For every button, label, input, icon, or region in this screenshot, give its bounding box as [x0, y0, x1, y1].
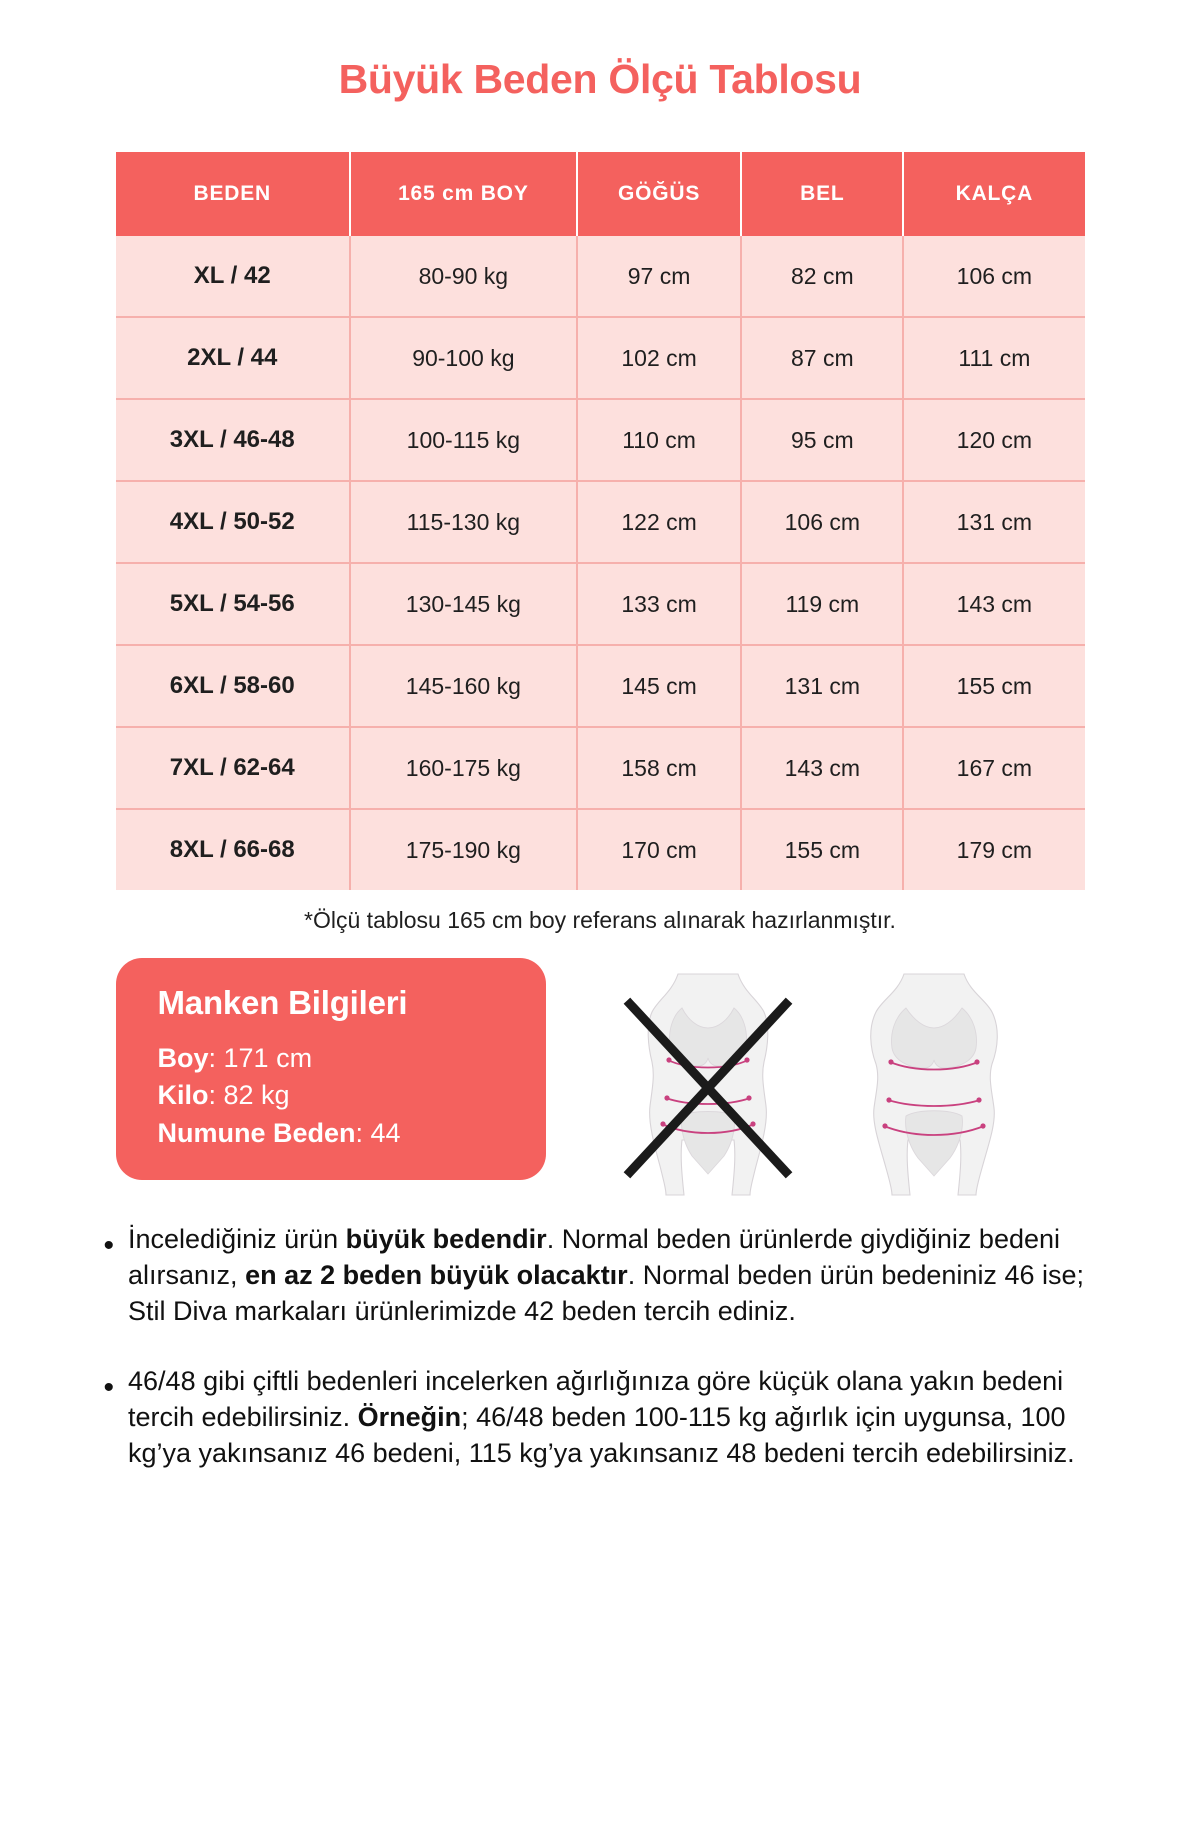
table-header: BEDEN 165 cm BOY GÖĞÜS BEL KALÇA: [115, 152, 1085, 237]
table-row: 8XL / 66-68 175-190 kg 170 cm 155 cm 179…: [115, 809, 1085, 891]
table-footnote: *Ölçü tablosu 165 cm boy referans alınar…: [304, 907, 896, 934]
cell-bel: 119 cm: [741, 563, 905, 647]
model-and-figures-section: Manken Bilgileri Boy: 171 cm Kilo: 82 kg…: [78, 946, 1123, 1196]
column-header-beden: BEDEN: [115, 152, 351, 237]
table-row: 7XL / 62-64 160-175 kg 158 cm 143 cm 167…: [115, 727, 1085, 811]
notes-list: • İncelediğiniz ürün büyük bedendir. Nor…: [78, 1196, 1123, 1471]
model-weight-row: Kilo: 82 kg: [158, 1077, 516, 1114]
list-item: • 46/48 gibi çiftli bedenleri incelerken…: [104, 1364, 1097, 1472]
cell-boy: 175-190 kg: [349, 809, 578, 891]
cell-kalca: 131 cm: [903, 481, 1085, 565]
table-row: 5XL / 54-56 130-145 kg 133 cm 119 cm 143…: [115, 563, 1085, 647]
cell-boy: 80-90 kg: [349, 236, 578, 319]
body-silhouette-icon: [870, 973, 998, 1196]
cell-kalca: 167 cm: [903, 727, 1085, 811]
model-sample-size-row: Numune Beden: 44: [158, 1115, 516, 1152]
cell-beden: XL / 42: [115, 236, 351, 319]
cell-kalca: 179 cm: [903, 809, 1085, 891]
cell-gogus: 97 cm: [576, 236, 743, 319]
model-height-label: Boy: [157, 1043, 209, 1074]
bullet-dot-icon: •: [103, 1370, 115, 1404]
cell-gogus: 110 cm: [576, 399, 743, 483]
body-figures: [558, 958, 1085, 1196]
cell-bel: 95 cm: [741, 399, 905, 483]
cell-beden: 3XL / 46-48: [115, 399, 351, 483]
cell-boy: 90-100 kg: [349, 317, 578, 401]
cell-bel: 131 cm: [741, 645, 905, 729]
table-header-row: BEDEN 165 cm BOY GÖĞÜS BEL KALÇA: [115, 152, 1085, 237]
bullet-dot-icon: •: [103, 1229, 115, 1263]
cell-boy: 145-160 kg: [349, 645, 578, 729]
model-info-card: Manken Bilgileri Boy: 171 cm Kilo: 82 kg…: [115, 958, 546, 1180]
body-measurement-figure: [834, 966, 1034, 1196]
cell-boy: 100-115 kg: [349, 399, 578, 483]
model-sample-size-label: Numune Beden: [157, 1117, 356, 1148]
size-table: BEDEN 165 cm BOY GÖĞÜS BEL KALÇA XL / 42…: [115, 152, 1085, 891]
cell-bel: 155 cm: [741, 809, 905, 891]
cell-gogus: 158 cm: [576, 727, 743, 811]
cell-beden: 6XL / 58-60: [115, 645, 351, 729]
cell-boy: 130-145 kg: [349, 563, 578, 647]
crossed-out-body-figure: [608, 966, 808, 1196]
cell-gogus: 122 cm: [576, 481, 743, 565]
table-row: XL / 42 80-90 kg 97 cm 82 cm 106 cm: [115, 236, 1085, 319]
cell-bel: 106 cm: [741, 481, 905, 565]
column-header-bel: BEL: [741, 152, 905, 237]
page-title: Büyük Beden Ölçü Tablosu: [338, 56, 862, 103]
table-row: 6XL / 58-60 145-160 kg 145 cm 131 cm 155…: [115, 645, 1085, 729]
cell-beden: 5XL / 54-56: [115, 563, 351, 647]
body-silhouette-icon: [623, 973, 793, 1196]
cell-kalca: 106 cm: [903, 236, 1085, 319]
cross-out-mark: [623, 997, 793, 1179]
model-info-heading: Manken Bilgileri: [157, 984, 408, 1022]
table-row: 2XL / 44 90-100 kg 102 cm 87 cm 111 cm: [115, 317, 1085, 401]
table-row: 3XL / 46-48 100-115 kg 110 cm 95 cm 120 …: [115, 399, 1085, 483]
cell-gogus: 102 cm: [576, 317, 743, 401]
column-header-boy: 165 cm BOY: [349, 152, 578, 237]
cell-beden: 7XL / 62-64: [115, 727, 351, 811]
note-text-2: 46/48 gibi çiftli bedenleri incelerken a…: [128, 1365, 1075, 1468]
size-table-container: BEDEN 165 cm BOY GÖĞÜS BEL KALÇA XL / 42…: [78, 152, 1123, 891]
model-weight-value: : 82 kg: [208, 1080, 290, 1111]
cell-beden: 8XL / 66-68: [115, 809, 351, 891]
column-header-gogus: GÖĞÜS: [576, 152, 743, 237]
cell-boy: 115-130 kg: [349, 481, 578, 565]
model-height-value: : 171 cm: [208, 1043, 313, 1074]
cell-bel: 143 cm: [741, 727, 905, 811]
list-item: • İncelediğiniz ürün büyük bedendir. Nor…: [104, 1222, 1097, 1330]
size-chart-page: Büyük Beden Ölçü Tablosu BEDEN 165 cm BO…: [78, 27, 1123, 1471]
cell-beden: 4XL / 50-52: [115, 481, 351, 565]
cell-kalca: 111 cm: [903, 317, 1085, 401]
cell-bel: 82 cm: [741, 236, 905, 319]
cell-kalca: 120 cm: [903, 399, 1085, 483]
cell-boy: 160-175 kg: [349, 727, 578, 811]
cell-kalca: 143 cm: [903, 563, 1085, 647]
column-header-kalca: KALÇA: [903, 152, 1085, 237]
cell-gogus: 133 cm: [576, 563, 743, 647]
model-height-row: Boy: 171 cm: [158, 1040, 516, 1077]
note-text-1: İncelediğiniz ürün büyük bedendir. Norma…: [128, 1224, 1084, 1326]
model-weight-label: Kilo: [157, 1080, 209, 1111]
cell-gogus: 145 cm: [576, 645, 743, 729]
table-row: 4XL / 50-52 115-130 kg 122 cm 106 cm 131…: [115, 481, 1085, 565]
cell-kalca: 155 cm: [903, 645, 1085, 729]
cell-gogus: 170 cm: [576, 809, 743, 891]
table-body: XL / 42 80-90 kg 97 cm 82 cm 106 cm 2XL …: [115, 236, 1085, 891]
cell-beden: 2XL / 44: [115, 317, 351, 401]
cell-bel: 87 cm: [741, 317, 905, 401]
model-sample-size-value: : 44: [355, 1117, 401, 1148]
